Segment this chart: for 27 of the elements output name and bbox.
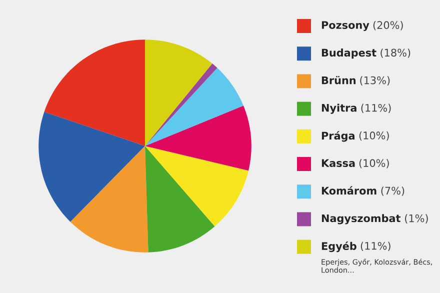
pie-slice xyxy=(145,64,218,146)
pie-slice xyxy=(145,146,249,226)
data-label: (11%) xyxy=(361,104,391,114)
data-label: (1%) xyxy=(405,214,428,224)
legend-label: Pozsony xyxy=(322,21,370,32)
pie-slice xyxy=(145,68,244,146)
pie-slice xyxy=(145,106,252,171)
legend-label: Prága xyxy=(322,131,354,142)
legend-label: Nagyszombat xyxy=(322,214,400,224)
data-label: (18%) xyxy=(380,48,410,58)
pie-slice xyxy=(145,40,212,146)
pie-slice xyxy=(145,146,215,252)
pie-slice xyxy=(70,146,148,252)
legend-label: Budapest xyxy=(322,48,376,59)
data-label: (10%) xyxy=(359,131,389,141)
legend-label: Egyéb xyxy=(322,242,356,252)
pie-slice xyxy=(44,40,145,146)
legend-label: Komárom xyxy=(322,186,376,195)
pie-slice xyxy=(38,112,145,222)
legend-label: Kassa xyxy=(322,159,355,168)
legend-label: Brünn xyxy=(322,76,356,84)
data-label: (10%) xyxy=(359,158,389,168)
data-label: (11%) xyxy=(360,242,390,252)
data-label: (20%) xyxy=(373,20,403,30)
data-label: (13%) xyxy=(360,76,390,86)
legend-label: Nyitra xyxy=(322,104,356,114)
data-label: (7%) xyxy=(381,186,404,196)
